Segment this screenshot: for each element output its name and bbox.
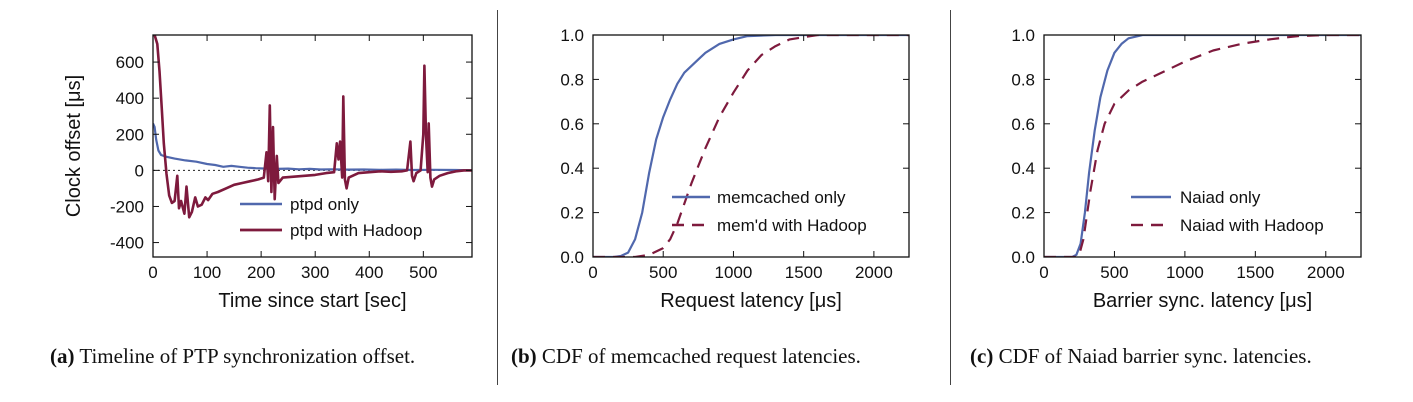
chart-a-ytick-label: 400 bbox=[116, 89, 144, 108]
chart-b-series-baseline bbox=[593, 35, 909, 257]
caption-b-text: CDF of memcached request latencies. bbox=[541, 344, 861, 368]
chart-c-series-baseline bbox=[1044, 35, 1361, 257]
chart-a-xtick-label: 300 bbox=[301, 263, 329, 282]
chart-a-xtick-label: 200 bbox=[247, 263, 275, 282]
chart-a-xtick-label: 100 bbox=[193, 263, 221, 282]
chart-b-frame bbox=[592, 34, 910, 258]
chart-b-ytick-label: 1.0 bbox=[560, 26, 584, 45]
caption-b-tag: (b) bbox=[511, 344, 537, 368]
chart-a-series-hadoop bbox=[153, 35, 472, 219]
chart-b-xtick-label: 0 bbox=[588, 263, 597, 282]
chart-a-ytick-label: -200 bbox=[110, 197, 144, 216]
chart-b-legend-label-0: memcached only bbox=[717, 188, 846, 207]
chart-c-series-hadoop bbox=[1044, 35, 1361, 257]
chart-a-series-baseline bbox=[153, 122, 472, 172]
chart-a-frame bbox=[152, 34, 473, 258]
chart-b-legend-label-1: mem'd with Hadoop bbox=[717, 216, 867, 235]
chart-c-xlabel: Barrier sync. latency [μs] bbox=[1093, 290, 1312, 312]
chart-b-xtick-label: 1500 bbox=[785, 263, 823, 282]
chart-c: 0 500 1000 1500 2000 0.0 0.2 0.4 0.6 0.8 1.0 Barrie… bbox=[1011, 26, 1362, 312]
chart-c-ytick-label: 0.2 bbox=[1011, 204, 1035, 223]
chart-b-legend: memcached only mem'd with Hadoop bbox=[672, 188, 867, 235]
chart-a-xlabel: Time since start [sec] bbox=[218, 290, 406, 312]
chart-b-xtick-label: 2000 bbox=[855, 263, 893, 282]
chart-b: 0 500 1000 1500 2000 0.0 0.2 0.4 0.6 0.8 1.0 Reques… bbox=[560, 26, 910, 312]
separator-right bbox=[950, 10, 951, 385]
chart-c-xtick-label: 2000 bbox=[1307, 263, 1345, 282]
chart-c-ytick-label: 0.8 bbox=[1011, 70, 1035, 89]
chart-a-ytick-label: 600 bbox=[116, 53, 144, 72]
chart-a-legend: ptpd only ptpd with Hadoop bbox=[240, 195, 422, 240]
chart-a-ytick-label: -400 bbox=[110, 234, 144, 253]
chart-b-ytick-label: 0.6 bbox=[560, 115, 584, 134]
chart-b-xtick-label: 500 bbox=[649, 263, 677, 282]
chart-b-xtick-label: 1000 bbox=[715, 263, 753, 282]
chart-b-xlabel: Request latency [μs] bbox=[660, 290, 842, 312]
chart-c-xtick-label: 1500 bbox=[1236, 263, 1274, 282]
chart-a-xtick-label: 400 bbox=[355, 263, 383, 282]
chart-c-xtick-label: 1000 bbox=[1166, 263, 1204, 282]
chart-a-xtick-label: 500 bbox=[409, 263, 437, 282]
chart-c-xtick-label: 500 bbox=[1100, 263, 1128, 282]
chart-b-ytick-label: 0.4 bbox=[560, 159, 584, 178]
chart-b-ytick-label: 0.8 bbox=[560, 70, 584, 89]
caption-c: (c) CDF of Naiad barrier sync. latencies… bbox=[970, 344, 1312, 369]
chart-c-frame bbox=[1043, 34, 1362, 258]
chart-c-legend: Naiad only Naiad with Hadoop bbox=[1131, 188, 1324, 235]
chart-a: 0 100 200 300 400 500 -400 -200 0 200 400 600 Time s… bbox=[63, 34, 473, 312]
chart-b-series-hadoop bbox=[593, 35, 909, 257]
caption-c-tag: (c) bbox=[970, 344, 994, 368]
caption-a: (a) Timeline of PTP synchronization offs… bbox=[50, 344, 415, 369]
chart-a-legend-label-1: ptpd with Hadoop bbox=[290, 221, 422, 240]
chart-a-ytick-label: 200 bbox=[116, 125, 144, 144]
chart-c-ytick-label: 0.0 bbox=[1011, 248, 1035, 267]
separator-left bbox=[497, 10, 498, 385]
chart-b-ytick-label: 0.0 bbox=[560, 248, 584, 267]
chart-c-ytick-label: 0.6 bbox=[1011, 115, 1035, 134]
chart-c-legend-label-1: Naiad with Hadoop bbox=[1180, 216, 1324, 235]
chart-a-xtick-label: 0 bbox=[148, 263, 157, 282]
chart-a-ytick-label: 0 bbox=[135, 161, 144, 180]
chart-a-ylabel: Clock offset [μs] bbox=[63, 75, 85, 217]
caption-a-text: Timeline of PTP synchronization offset. bbox=[79, 344, 416, 368]
caption-c-text: CDF of Naiad barrier sync. latencies. bbox=[998, 344, 1312, 368]
chart-c-xtick-label: 0 bbox=[1039, 263, 1048, 282]
caption-b: (b) CDF of memcached request latencies. bbox=[511, 344, 861, 369]
chart-c-ytick-label: 0.4 bbox=[1011, 159, 1035, 178]
chart-c-legend-label-0: Naiad only bbox=[1180, 188, 1261, 207]
chart-a-legend-label-0: ptpd only bbox=[290, 195, 359, 214]
caption-a-tag: (a) bbox=[50, 344, 75, 368]
chart-c-ytick-label: 1.0 bbox=[1011, 26, 1035, 45]
chart-b-ytick-label: 0.2 bbox=[560, 204, 584, 223]
